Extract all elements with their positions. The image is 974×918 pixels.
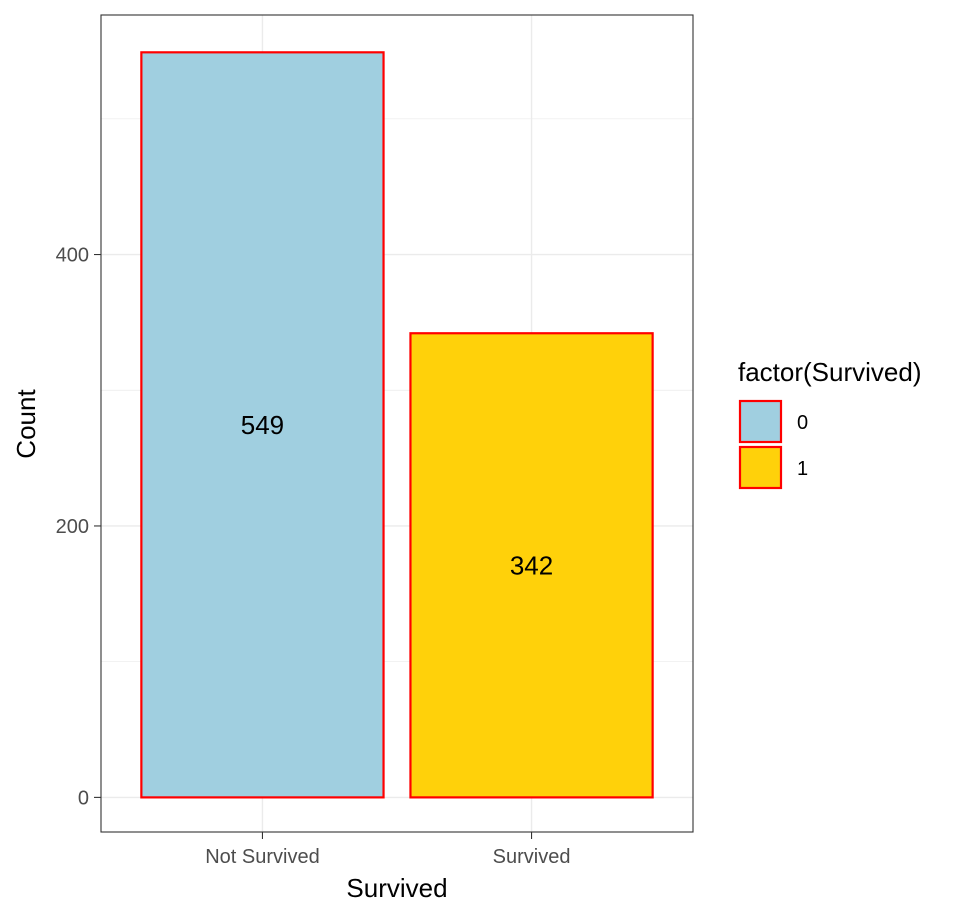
bar-not-survived: [140, 51, 385, 799]
legend-key-0: [738, 399, 783, 444]
x-tick-label: Not Survived: [205, 846, 320, 868]
y-tick-label: 0: [78, 787, 89, 809]
panel-border: [100, 14, 694, 833]
bar-value-label: 342: [510, 550, 553, 580]
legend-label-0: 0: [797, 412, 808, 434]
x-tick-label: Survived: [493, 846, 571, 868]
y-tick-label: 200: [56, 516, 89, 538]
plot-panel: 549 342: [100, 14, 694, 833]
axes: 0 200 400 Not Survived Survived: [56, 245, 571, 868]
legend-label-1: 1: [797, 458, 808, 480]
bar-value-label: 549: [241, 410, 284, 440]
legend-title: factor(Survived): [738, 357, 922, 387]
x-axis-title: Survived: [346, 873, 447, 903]
y-axis-title: Count: [11, 389, 41, 459]
legend-key-1: [738, 445, 783, 490]
bar-survived: [409, 332, 654, 799]
y-tick-label: 400: [56, 245, 89, 267]
legend: factor(Survived) 0 1: [738, 357, 922, 490]
